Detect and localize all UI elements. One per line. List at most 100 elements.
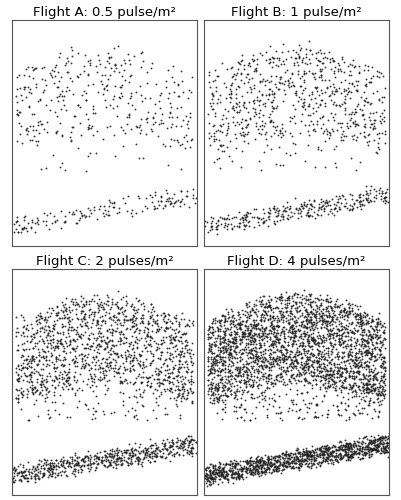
Point — [208, 368, 214, 376]
Point — [325, 372, 331, 380]
Point — [287, 354, 293, 362]
Point — [353, 86, 359, 94]
Point — [330, 448, 336, 456]
Point — [366, 450, 372, 458]
Point — [248, 347, 254, 355]
Point — [124, 458, 130, 466]
Point — [276, 85, 282, 93]
Point — [328, 447, 335, 455]
Point — [304, 353, 310, 361]
Point — [255, 459, 262, 467]
Point — [305, 462, 311, 470]
Point — [223, 392, 230, 400]
Point — [316, 309, 322, 317]
Point — [241, 379, 247, 387]
Point — [348, 333, 354, 341]
Point — [247, 349, 253, 357]
Point — [233, 339, 240, 347]
Point — [246, 329, 252, 337]
Point — [334, 296, 340, 304]
Point — [213, 466, 219, 474]
Point — [286, 462, 293, 470]
Point — [227, 81, 234, 89]
Point — [363, 346, 369, 354]
Point — [381, 376, 388, 384]
Point — [167, 142, 173, 150]
Point — [293, 463, 299, 471]
Point — [283, 207, 289, 215]
Point — [316, 317, 322, 325]
Point — [176, 337, 182, 345]
Point — [281, 332, 287, 340]
Point — [256, 70, 263, 78]
Point — [315, 354, 322, 362]
Point — [184, 394, 190, 402]
Point — [146, 452, 152, 460]
Point — [271, 129, 277, 137]
Point — [113, 327, 119, 335]
Point — [285, 406, 292, 414]
Point — [153, 452, 159, 460]
Point — [128, 457, 134, 465]
Point — [136, 370, 142, 378]
Point — [371, 116, 377, 124]
Point — [73, 452, 80, 460]
Point — [279, 342, 286, 350]
Point — [369, 316, 375, 324]
Point — [247, 330, 253, 338]
Point — [363, 331, 370, 339]
Point — [215, 386, 221, 394]
Point — [208, 90, 215, 98]
Point — [55, 84, 61, 92]
Point — [85, 334, 91, 342]
Point — [93, 336, 99, 344]
Point — [12, 466, 18, 474]
Point — [307, 316, 313, 324]
Point — [342, 196, 348, 203]
Point — [298, 389, 305, 397]
Point — [280, 454, 287, 462]
Point — [236, 366, 243, 374]
Point — [312, 94, 318, 102]
Point — [250, 352, 256, 360]
Point — [95, 308, 101, 316]
Point — [244, 314, 250, 322]
Point — [365, 362, 371, 370]
Point — [183, 446, 190, 454]
Point — [164, 366, 170, 374]
Point — [308, 462, 314, 469]
Point — [334, 332, 340, 340]
Point — [289, 398, 296, 406]
Point — [29, 470, 36, 478]
Point — [28, 320, 34, 328]
Point — [207, 469, 213, 477]
Point — [261, 332, 268, 340]
Point — [253, 465, 260, 473]
Point — [292, 194, 298, 202]
Point — [152, 108, 158, 116]
Point — [268, 456, 275, 464]
Point — [370, 372, 376, 380]
Point — [297, 452, 303, 460]
Point — [83, 321, 89, 329]
Point — [77, 70, 83, 78]
Point — [176, 364, 182, 372]
Point — [225, 310, 231, 318]
Point — [75, 468, 81, 476]
Point — [320, 458, 326, 466]
Point — [269, 461, 275, 469]
Point — [329, 376, 336, 384]
Point — [282, 367, 289, 375]
Point — [184, 348, 191, 356]
Point — [219, 60, 225, 68]
Point — [220, 464, 227, 472]
Point — [244, 388, 250, 396]
Point — [237, 460, 243, 468]
Point — [366, 332, 372, 340]
Point — [366, 130, 372, 138]
Point — [314, 294, 320, 302]
Point — [326, 330, 332, 338]
Point — [179, 77, 185, 85]
Point — [314, 356, 320, 364]
Point — [251, 468, 258, 476]
